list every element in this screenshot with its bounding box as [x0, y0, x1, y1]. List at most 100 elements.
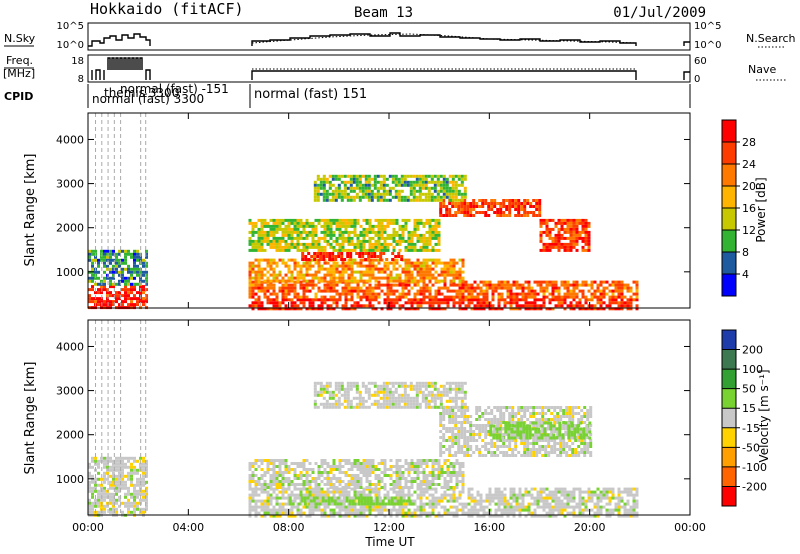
power-cell: [344, 227, 348, 231]
power-cell: [272, 221, 276, 225]
velocity-cell: [439, 415, 443, 418]
power-cell: [611, 298, 615, 302]
power-cell: [566, 227, 570, 231]
power-cell: [464, 280, 468, 284]
power-cell: [248, 261, 252, 265]
power-cell: [275, 236, 279, 240]
velocity-cell: [590, 490, 594, 494]
power-cell: [278, 224, 282, 228]
power-cell: [566, 292, 570, 296]
power-cell: [511, 199, 515, 202]
power-cell: [535, 199, 539, 202]
power-cell: [353, 233, 357, 237]
power-cell: [505, 199, 509, 202]
power-cell: [497, 304, 501, 308]
power-cell: [254, 221, 258, 225]
velocity-cell: [484, 445, 488, 448]
power-cell: [575, 230, 579, 234]
velocity-cell: [348, 496, 352, 500]
power-cell: [413, 283, 417, 287]
velocity-cell: [320, 493, 324, 497]
velocity-cell: [115, 507, 118, 511]
velocity-cell: [569, 490, 573, 494]
velocity-cell: [451, 430, 455, 433]
velocity-cell: [472, 430, 476, 433]
velocity-cell: [365, 477, 369, 480]
power-cell: [401, 289, 405, 293]
velocity-cell: [142, 477, 145, 481]
power-cell: [611, 292, 615, 296]
power-cell: [248, 283, 252, 287]
power-cell: [386, 267, 390, 271]
power-cell: [383, 283, 387, 287]
velocity-cell: [251, 499, 255, 503]
power-cell: [91, 300, 94, 304]
power-cell: [251, 227, 255, 231]
power-cell: [418, 189, 422, 193]
power-cell: [584, 283, 588, 287]
power-cell: [395, 218, 399, 222]
power-cell: [527, 301, 531, 305]
velocity-cell: [384, 502, 388, 506]
velocity-cell: [494, 514, 498, 518]
power-cell: [329, 273, 333, 277]
power-cell: [428, 227, 432, 231]
power-cell: [508, 199, 512, 202]
velocity-cell: [383, 459, 387, 462]
velocity-cell: [351, 499, 355, 503]
power-cell: [142, 288, 145, 292]
power-cell: [617, 295, 621, 299]
power-cell: [320, 267, 324, 271]
velocity-cell: [330, 499, 334, 503]
velocity-cell: [365, 471, 369, 474]
power-cell: [115, 267, 118, 271]
power-cell: [97, 258, 100, 262]
power-colorbar-segment: [722, 208, 736, 231]
power-cell: [557, 245, 561, 249]
power-cell: [599, 289, 603, 293]
velocity-cell: [260, 483, 264, 486]
velocity-cell: [130, 465, 133, 469]
power-cell: [115, 255, 118, 259]
power-cell: [332, 279, 336, 283]
power-cell: [361, 252, 365, 255]
power-cell: [338, 264, 342, 268]
power-cell: [293, 242, 297, 246]
power-cell: [382, 174, 386, 178]
power-cell: [563, 236, 567, 240]
velocity-cell: [484, 433, 488, 436]
power-cell: [322, 255, 326, 258]
velocity-cell: [611, 490, 615, 494]
power-cell: [299, 270, 303, 274]
velocity-cell: [457, 439, 461, 442]
velocity-cell: [121, 471, 124, 475]
velocity-cell: [422, 487, 426, 491]
power-cell: [257, 230, 261, 234]
velocity-cell: [437, 496, 441, 500]
velocity-cell: [284, 490, 288, 494]
velocity-cell: [399, 499, 403, 503]
velocity-cell: [336, 502, 340, 506]
velocity-cell: [359, 508, 363, 512]
power-cell: [386, 295, 390, 299]
power-cell: [299, 221, 303, 225]
velocity-cell: [455, 462, 459, 465]
power-cell: [410, 301, 414, 305]
velocity-cell: [451, 454, 455, 457]
power-cell: [296, 221, 300, 225]
velocity-cell: [145, 468, 148, 472]
power-cell: [401, 233, 405, 237]
power-cell: [599, 301, 603, 305]
power-cell: [614, 301, 618, 305]
power-cell: [314, 283, 318, 287]
power-cell: [356, 283, 360, 287]
power-cell: [257, 245, 261, 249]
power-cell: [389, 301, 393, 305]
power-cell: [332, 270, 336, 274]
power-cell: [431, 273, 435, 277]
power-cell: [392, 301, 396, 305]
power-cell: [424, 174, 428, 178]
power-cell: [391, 180, 395, 184]
power-cell: [469, 208, 473, 211]
nsearch-tick-top: 10^5: [694, 21, 721, 32]
